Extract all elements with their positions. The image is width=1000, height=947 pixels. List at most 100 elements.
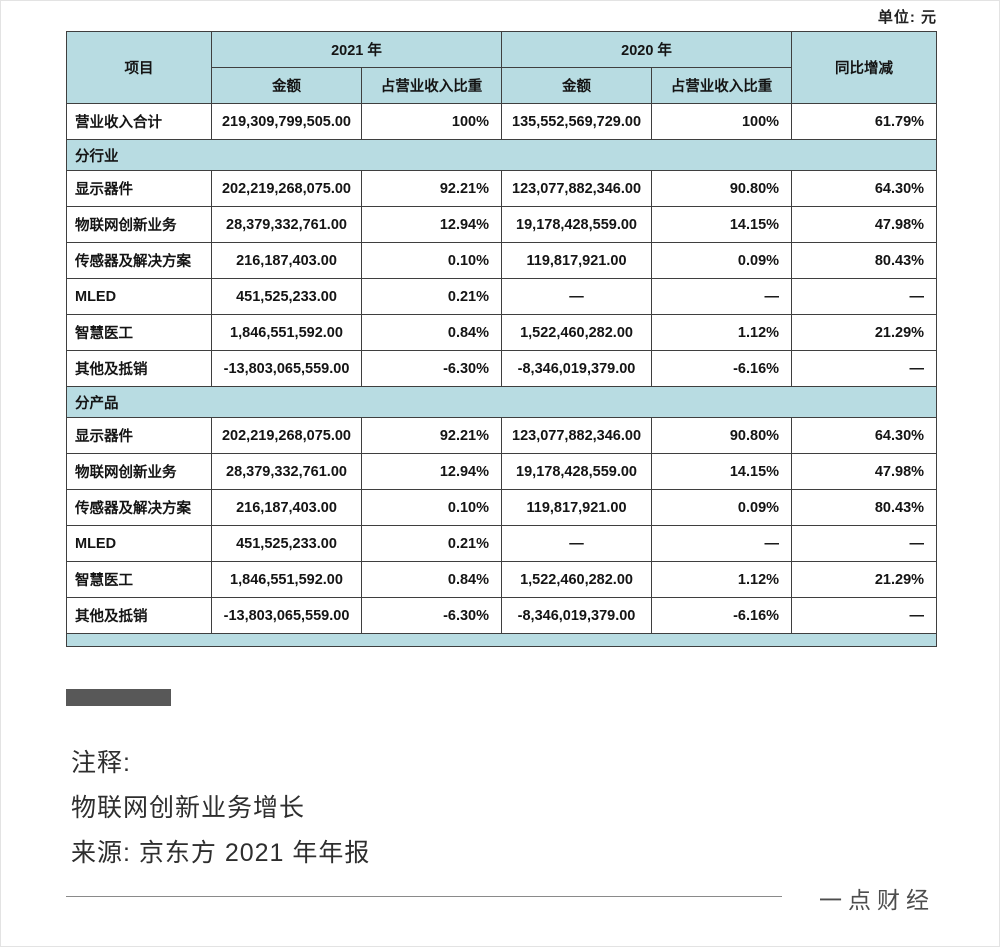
cell-amount-2020: 19,178,428,559.00 [501, 206, 653, 243]
cell-item: 其他及抵销 [66, 597, 212, 634]
cell-amount-2020: 1,522,460,282.00 [501, 314, 653, 351]
section-label: 分产品 [65, 386, 938, 418]
cell-pct-2020: — [651, 278, 793, 315]
table-row: MLED 451,525,233.00 0.21% — — — [66, 525, 938, 562]
col-header-2020: 2020 年 [501, 31, 793, 68]
cell-pct-2021: -6.30% [360, 597, 503, 634]
section-divider-bar [66, 689, 171, 706]
cell-item: 显示器件 [66, 170, 212, 207]
cell-yoy: — [791, 525, 938, 562]
unit-label: 单位: 元 [877, 9, 937, 26]
cell-pct-2020: 1.12% [651, 314, 793, 351]
cell-item: 智慧医工 [66, 561, 212, 598]
cell-amount-2020: — [501, 525, 653, 562]
cell-amount-2020: 1,522,460,282.00 [501, 561, 653, 598]
cell-amount-2021: -13,803,065,559.00 [211, 350, 362, 387]
cell-pct-2020: -6.16% [651, 597, 793, 634]
cell-yoy: 80.43% [791, 489, 938, 526]
cell-yoy: — [791, 278, 938, 315]
col-header-pct-2021: 占营业收入比重 [360, 67, 503, 104]
cell-pct-2020: 0.09% [651, 489, 793, 526]
col-header-amount-2020: 金额 [501, 67, 653, 104]
cell-amount-2020: -8,346,019,379.00 [501, 597, 653, 634]
financial-table: 项目 2021 年 2020 年 同比增减 金额 占营业收入比重 金额 占营业收… [65, 31, 938, 647]
cell-amount-2020: 123,077,882,346.00 [501, 417, 653, 454]
cell-amount-2021: 216,187,403.00 [211, 242, 362, 279]
section-label: 分行业 [65, 139, 938, 171]
spacer-cell [65, 633, 938, 647]
cell-amount-2020: 119,817,921.00 [501, 242, 653, 279]
table-row: 智慧医工 1,846,551,592.00 0.84% 1,522,460,282.0… [66, 314, 938, 351]
cell-amount-2020: 19,178,428,559.00 [501, 453, 653, 490]
cell-amount-2021: 28,379,332,761.00 [211, 453, 362, 490]
cell-pct-2020: — [651, 525, 793, 562]
table-row: 显示器件 202,219,268,075.00 92.21% 123,077,882,… [66, 417, 938, 454]
cell-pct-2021: -6.30% [360, 350, 503, 387]
cell-pct-2020: -6.16% [651, 350, 793, 387]
cell-amount-2021: 1,846,551,592.00 [211, 561, 362, 598]
cell-amount-2020: — [501, 278, 653, 315]
cell-amount-2020: 135,552,569,729.00 [501, 103, 653, 140]
table-row: 智慧医工 1,846,551,592.00 0.84% 1,522,460,282.0… [66, 561, 938, 598]
cell-pct-2021: 0.10% [360, 242, 503, 279]
cell-amount-2021: 202,219,268,075.00 [211, 170, 362, 207]
table-row: 传感器及解决方案 216,187,403.00 0.10% 119,817,921.0… [66, 242, 938, 279]
cell-item: 智慧医工 [66, 314, 212, 351]
cell-amount-2021: 28,379,332,761.00 [211, 206, 362, 243]
col-header-item: 项目 [66, 31, 212, 104]
cell-pct-2021: 0.84% [360, 314, 503, 351]
cell-pct-2021: 0.21% [360, 525, 503, 562]
cell-amount-2021: 451,525,233.00 [211, 525, 362, 562]
cell-amount-2021: 202,219,268,075.00 [211, 417, 362, 454]
section-row: 分行业 [65, 139, 938, 171]
financial-table-container: 项目 2021 年 2020 年 同比增减 金额 占营业收入比重 金额 占营业收… [65, 31, 938, 647]
cell-pct-2020: 90.80% [651, 417, 793, 454]
col-header-2021: 2021 年 [210, 31, 503, 68]
note-label: 注释: [71, 749, 131, 777]
cell-amount-2021: 1,846,551,592.00 [211, 314, 362, 351]
cell-pct-2021: 0.84% [360, 561, 503, 598]
cell-yoy: 21.29% [791, 561, 938, 598]
cell-yoy: — [791, 350, 938, 387]
col-header-yoy: 同比增减 [791, 31, 938, 104]
cell-item: MLED [66, 278, 212, 315]
table-row: 其他及抵销 -13,803,065,559.00 -6.30% -8,346,019,… [66, 597, 938, 634]
cell-item: 物联网创新业务 [66, 206, 212, 243]
cell-item: 物联网创新业务 [66, 453, 212, 490]
header-row-2: 金额 占营业收入比重 金额 占营业收入比重 [67, 67, 937, 104]
table-row: 其他及抵销 -13,803,065,559.00 -6.30% -8,346,019,… [66, 350, 938, 387]
cell-yoy: 47.98% [791, 206, 938, 243]
cell-pct-2020: 14.15% [651, 206, 793, 243]
table-row: MLED 451,525,233.00 0.21% — — — [66, 278, 938, 315]
cell-yoy: 21.29% [791, 314, 938, 351]
cell-yoy: 61.79% [791, 103, 938, 140]
cell-item: 传感器及解决方案 [66, 242, 212, 279]
cell-item: 显示器件 [66, 417, 212, 454]
note-text: 物联网创新业务增长 [71, 794, 306, 822]
cell-yoy: 80.43% [791, 242, 938, 279]
cell-amount-2020: 119,817,921.00 [501, 489, 653, 526]
cell-pct-2020: 14.15% [651, 453, 793, 490]
cell-pct-2021: 100% [360, 103, 503, 140]
col-header-amount-2021: 金额 [211, 67, 362, 104]
cell-yoy: 64.30% [791, 417, 938, 454]
table-row: 物联网创新业务 28,379,332,761.00 12.94% 19,178,428… [66, 206, 938, 243]
section-row: 分产品 [65, 386, 938, 418]
cell-item: MLED [66, 525, 212, 562]
cell-pct-2020: 1.12% [651, 561, 793, 598]
cell-pct-2021: 92.21% [360, 417, 503, 454]
cell-amount-2020: 123,077,882,346.00 [501, 170, 653, 207]
cell-amount-2021: 219,309,799,505.00 [211, 103, 362, 140]
cell-amount-2021: -13,803,065,559.00 [211, 597, 362, 634]
cell-pct-2021: 12.94% [360, 206, 503, 243]
cell-amount-2021: 216,187,403.00 [211, 489, 362, 526]
spacer-row [65, 633, 938, 647]
notes-block: 注释: 物联网创新业务增长 来源: 京东方 2021 年年报 [71, 741, 370, 876]
cell-amount-2021: 451,525,233.00 [211, 278, 362, 315]
col-header-pct-2020: 占营业收入比重 [651, 67, 793, 104]
cell-pct-2020: 90.80% [651, 170, 793, 207]
footer-divider-line [66, 896, 782, 897]
brand-label: 一点财经 [819, 887, 935, 913]
cell-pct-2020: 0.09% [651, 242, 793, 279]
